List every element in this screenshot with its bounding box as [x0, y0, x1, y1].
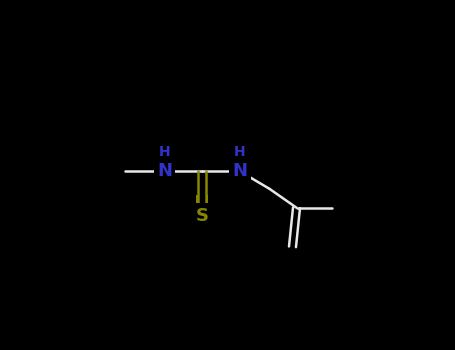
Text: N: N	[157, 162, 172, 180]
Text: S: S	[196, 207, 209, 225]
Text: H: H	[234, 145, 246, 159]
Text: H: H	[159, 145, 170, 159]
Text: N: N	[233, 162, 248, 180]
